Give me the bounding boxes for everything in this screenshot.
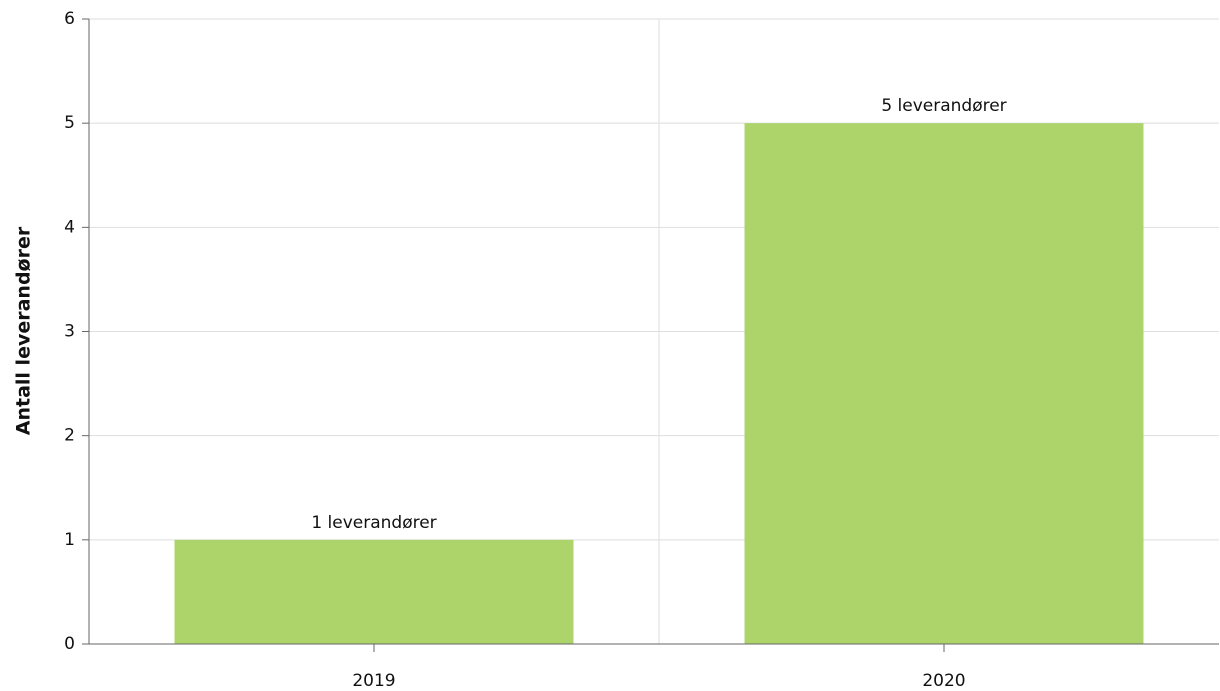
value-label: 1 leverandører (311, 513, 436, 533)
y-tick-label: 4 (64, 217, 75, 237)
bar (744, 123, 1144, 644)
bar (174, 539, 574, 644)
x-tick-label: 2019 (352, 671, 395, 691)
y-tick-label: 2 (64, 426, 75, 446)
y-tick-label: 6 (64, 9, 75, 29)
y-tick-label: 1 (64, 530, 75, 550)
x-tick-label: 2020 (922, 671, 965, 691)
y-tick-label: 3 (64, 322, 75, 342)
y-axis-label: Antall leverandører (13, 226, 35, 435)
y-tick-label: 0 (64, 634, 75, 654)
value-label: 5 leverandører (881, 96, 1006, 116)
y-tick-label: 5 (64, 113, 75, 133)
